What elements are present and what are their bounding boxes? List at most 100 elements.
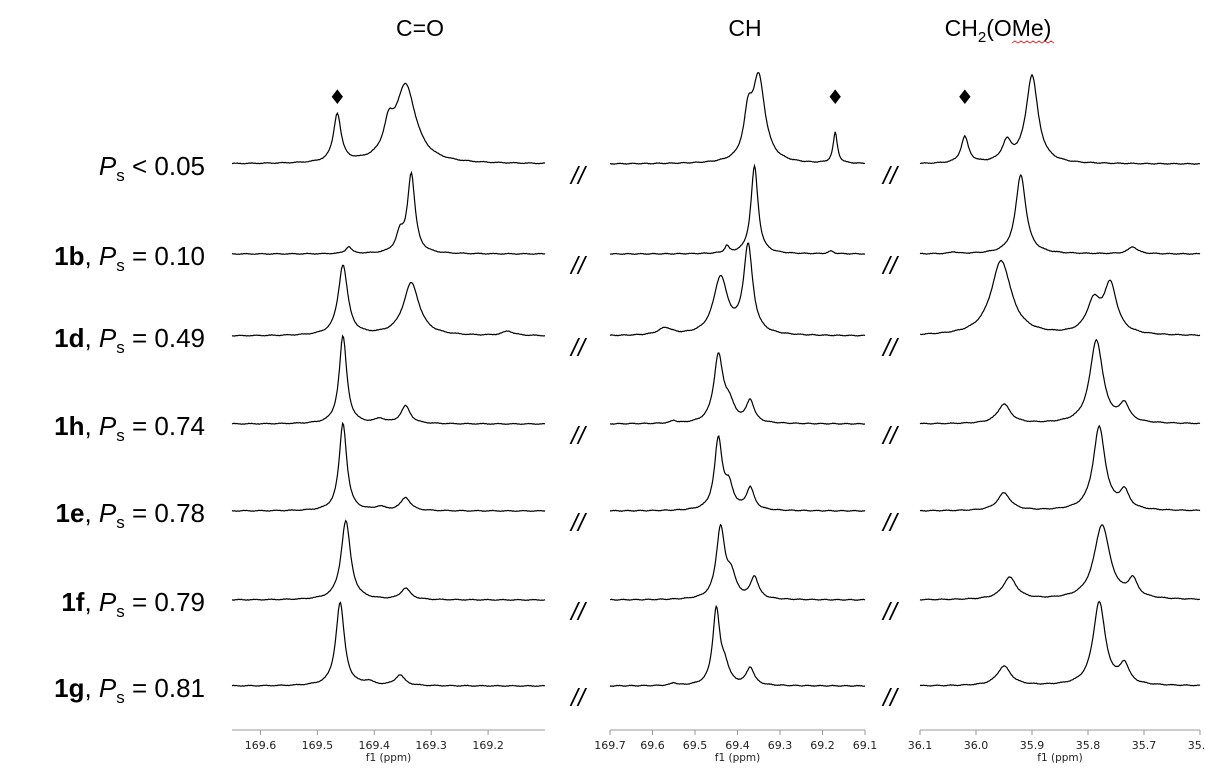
tick-label: 169.3	[415, 739, 447, 752]
tick-label: 36.1	[908, 739, 933, 752]
axis-break-mark: //	[881, 422, 900, 450]
tick-label: 169.7	[594, 739, 626, 752]
row-label-compound: 1f	[61, 587, 84, 617]
axis-break-mark: //	[881, 334, 900, 362]
axis-break-mark: //	[881, 598, 900, 626]
row-label-p: ,	[84, 241, 98, 271]
row-label-p-symbol: P	[99, 587, 117, 617]
row-label-p: ,	[84, 498, 98, 528]
axis-break-mark: //	[881, 252, 900, 280]
row-label-compound: 1e	[56, 498, 85, 528]
axis-break-mark: //	[881, 509, 900, 537]
spectrum-trace	[231, 519, 546, 602]
row-label-p-sub: s	[116, 426, 125, 445]
tick-label: 69.1	[853, 739, 878, 752]
axis-break-mark: //	[881, 684, 900, 712]
row-label-value: = 0.74	[125, 411, 205, 441]
spectrum-trace	[231, 334, 546, 426]
row-label-compound: 1h	[54, 411, 84, 441]
row-labels: Ps < 0.05 1b, Ps = 0.10 1d, Ps = 0.49 1h, P…	[54, 151, 205, 707]
spectrum-trace	[609, 163, 866, 256]
axis-break-mark: //	[569, 684, 588, 712]
spectrum-trace	[609, 352, 866, 425]
diamond-marker: ♦	[826, 85, 844, 109]
row-label-p-sub: s	[116, 513, 125, 532]
header-carbonyl: C=O	[396, 15, 444, 41]
tick-label: 169.5	[302, 739, 334, 752]
axis-break-mark: //	[569, 252, 588, 280]
axis-break-mark: //	[569, 334, 588, 362]
row-label-value: = 0.79	[125, 587, 205, 617]
tick-label: 35.8	[1076, 739, 1101, 752]
row-label-p-symbol: P	[99, 151, 117, 181]
row-label-p-sub: s	[116, 338, 125, 357]
row-label: Ps < 0.05	[99, 151, 205, 185]
row-label-p: ,	[84, 673, 98, 703]
spectrum-trace	[232, 82, 546, 165]
axis-break-mark: //	[881, 162, 900, 190]
row-label-p-symbol: P	[99, 673, 117, 703]
row-label-p-symbol: P	[99, 323, 117, 353]
spectrum-trace	[919, 524, 1200, 601]
diamond-marker: ♦	[328, 85, 346, 109]
spectrum-trace	[919, 73, 1200, 165]
x-axis-label: f1 (ppm)	[366, 752, 411, 764]
spectrum-trace	[231, 421, 546, 513]
axis-break-mark: //	[569, 598, 588, 626]
tick-label: 169.4	[359, 739, 391, 752]
x-axis-label: f1 (ppm)	[1037, 752, 1082, 764]
row-label-compound: 1d	[54, 323, 84, 353]
x-axis-label: f1 (ppm)	[715, 752, 760, 764]
spectrum-trace	[609, 604, 866, 687]
spectrum-trace	[919, 424, 1201, 512]
spectrum-trace	[919, 600, 1201, 687]
spectrum-trace	[919, 338, 1201, 425]
row-label-p-sub: s	[116, 166, 125, 185]
row-label-p-symbol: P	[99, 411, 117, 441]
tick-label: 69.3	[768, 739, 793, 752]
tick-label: 169.6	[245, 739, 277, 752]
tick-label: 35.9	[1020, 739, 1045, 752]
header-methylene-tail: (OMe)	[986, 15, 1051, 41]
tick-label: 69.5	[683, 739, 708, 752]
row-label: 1h, Ps = 0.74	[54, 411, 205, 445]
spectrum-trace	[231, 264, 546, 337]
spellcheck-underline	[1011, 40, 1055, 44]
spectrum-trace	[609, 72, 866, 165]
tick-label: 69.6	[640, 739, 665, 752]
row-label-p-sub: s	[116, 602, 125, 621]
row-label-p-sub: s	[116, 688, 125, 707]
spectrum-trace	[231, 601, 546, 688]
row-label-p: ,	[84, 411, 98, 441]
header-methylene-sub: 2	[978, 29, 986, 46]
spectrum-trace	[231, 170, 546, 256]
row-label: 1f, Ps = 0.79	[61, 587, 205, 621]
spectrum-trace	[920, 259, 1201, 337]
row-label: 1b, Ps = 0.10	[54, 241, 205, 275]
spectrum-trace	[609, 523, 866, 601]
tick-label: 36.0	[964, 739, 989, 752]
row-label-value: = 0.49	[125, 323, 205, 353]
tick-label: 69.4	[725, 739, 750, 752]
spectrum-trace	[609, 242, 866, 337]
header-methylene-ome: CH2(OMe)	[945, 15, 1052, 46]
axis-break-mark: //	[569, 509, 588, 537]
row-label-p: ,	[84, 587, 98, 617]
row-label-value: < 0.05	[125, 151, 205, 181]
tick-label: 69.2	[810, 739, 835, 752]
spectra-traces	[231, 72, 1201, 688]
diamond-marker: ♦	[956, 85, 974, 109]
spectrum-trace	[919, 173, 1201, 256]
row-label: 1g, Ps = 0.81	[54, 673, 205, 707]
axis-breaks: // // // // // // // // // // // // // //	[569, 162, 900, 712]
row-label: 1e, Ps = 0.78	[56, 498, 205, 532]
row-label-p-symbol: P	[99, 241, 117, 271]
diamond-markers: ♦ ♦ ♦	[328, 85, 973, 109]
row-label-value: = 0.10	[125, 241, 205, 271]
row-label-compound: 1g	[54, 673, 84, 703]
tick-label: 35.7	[1132, 739, 1157, 752]
tick-label: 169.2	[472, 739, 504, 752]
row-label: 1d, Ps = 0.49	[54, 323, 205, 357]
axis-break-mark: //	[569, 162, 588, 190]
